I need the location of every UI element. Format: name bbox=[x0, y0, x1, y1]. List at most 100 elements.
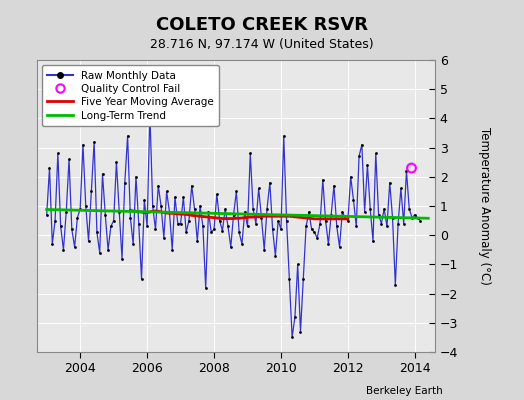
Point bbox=[372, 150, 380, 157]
Point bbox=[285, 276, 293, 282]
Point bbox=[246, 150, 255, 157]
Point bbox=[53, 150, 62, 157]
Point bbox=[358, 142, 366, 148]
Point bbox=[341, 214, 350, 221]
Point bbox=[282, 218, 291, 224]
Point bbox=[249, 206, 257, 212]
Point bbox=[185, 218, 193, 224]
Point bbox=[57, 223, 65, 230]
Point bbox=[308, 226, 316, 232]
Point bbox=[207, 229, 215, 236]
Point bbox=[112, 159, 121, 166]
Point bbox=[202, 284, 210, 291]
Point bbox=[361, 209, 369, 215]
Point bbox=[316, 220, 324, 227]
Point bbox=[383, 223, 391, 230]
Point bbox=[241, 209, 249, 215]
Point bbox=[104, 246, 112, 253]
Point bbox=[210, 226, 218, 232]
Point bbox=[193, 238, 202, 244]
Point bbox=[288, 334, 296, 341]
Point bbox=[73, 214, 82, 221]
Point bbox=[118, 255, 126, 262]
Point bbox=[416, 218, 424, 224]
Point bbox=[402, 168, 411, 174]
Point bbox=[252, 220, 260, 227]
Point bbox=[65, 156, 73, 162]
Point bbox=[338, 209, 346, 215]
Point bbox=[135, 220, 143, 227]
Point bbox=[48, 241, 57, 247]
Point bbox=[350, 197, 358, 203]
Point bbox=[310, 229, 319, 236]
Point bbox=[238, 241, 246, 247]
Point bbox=[95, 250, 104, 256]
Point bbox=[87, 188, 95, 194]
Point bbox=[377, 220, 386, 227]
Point bbox=[107, 223, 115, 230]
Point bbox=[165, 209, 173, 215]
Point bbox=[188, 182, 196, 189]
Point bbox=[296, 328, 304, 335]
Point bbox=[344, 218, 352, 224]
Point bbox=[274, 218, 282, 224]
Point bbox=[76, 206, 84, 212]
Point bbox=[391, 282, 399, 288]
Point bbox=[333, 223, 341, 230]
Point bbox=[126, 214, 135, 221]
Point bbox=[84, 238, 93, 244]
Point bbox=[386, 180, 394, 186]
Point bbox=[177, 220, 185, 227]
Point bbox=[171, 194, 179, 200]
Point bbox=[51, 218, 59, 224]
Point bbox=[319, 176, 327, 183]
Point bbox=[407, 165, 416, 171]
Point bbox=[115, 209, 124, 215]
Point bbox=[263, 206, 271, 212]
Point bbox=[218, 228, 226, 234]
Point bbox=[173, 220, 182, 227]
Point bbox=[268, 226, 277, 232]
Text: COLETO CREEK RSVR: COLETO CREEK RSVR bbox=[156, 16, 368, 34]
Point bbox=[70, 244, 79, 250]
Point bbox=[42, 212, 51, 218]
Point bbox=[232, 188, 241, 194]
Point bbox=[129, 241, 137, 247]
Point bbox=[299, 276, 308, 282]
Point bbox=[146, 109, 154, 116]
Point bbox=[157, 203, 165, 209]
Text: Berkeley Earth: Berkeley Earth bbox=[366, 386, 443, 396]
Point bbox=[330, 182, 338, 189]
Point bbox=[235, 229, 243, 236]
Point bbox=[148, 203, 157, 209]
Point bbox=[196, 203, 204, 209]
Point bbox=[380, 206, 388, 212]
Point bbox=[45, 165, 53, 171]
Point bbox=[90, 138, 99, 145]
Point bbox=[190, 206, 199, 212]
Point bbox=[321, 218, 330, 224]
Point bbox=[99, 171, 107, 177]
Point bbox=[271, 252, 280, 259]
Point bbox=[215, 218, 224, 224]
Point bbox=[413, 214, 422, 221]
Point bbox=[162, 188, 171, 194]
Point bbox=[266, 180, 274, 186]
Point bbox=[124, 133, 132, 139]
Point bbox=[313, 235, 321, 241]
Point bbox=[293, 261, 302, 268]
Point bbox=[101, 212, 110, 218]
Point bbox=[140, 197, 148, 203]
Point bbox=[335, 244, 344, 250]
Point bbox=[62, 209, 70, 215]
Point bbox=[260, 246, 268, 253]
Point bbox=[277, 226, 285, 232]
Point bbox=[110, 218, 118, 224]
Point bbox=[154, 182, 162, 189]
Point bbox=[132, 174, 140, 180]
Point bbox=[168, 246, 177, 253]
Point bbox=[324, 241, 333, 247]
Point bbox=[230, 212, 238, 218]
Point bbox=[369, 238, 377, 244]
Point bbox=[394, 220, 402, 227]
